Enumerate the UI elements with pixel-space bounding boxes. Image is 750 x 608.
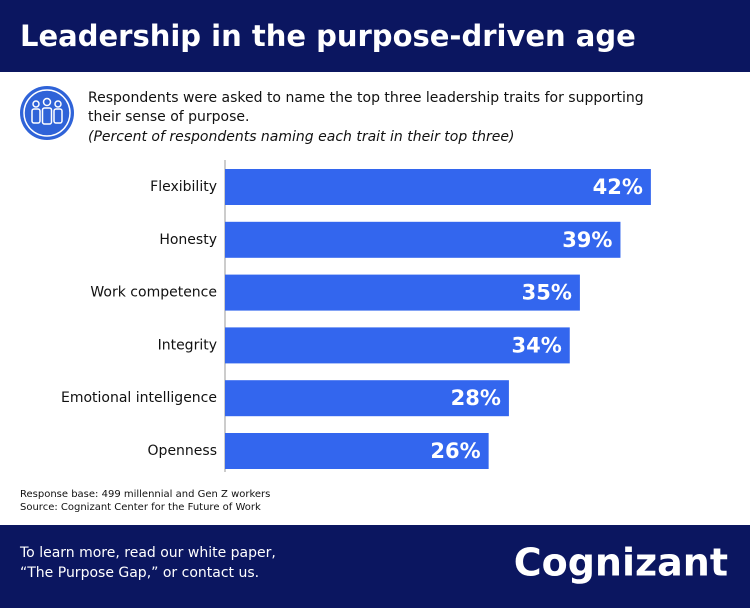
subtitle-line: Respondents were asked to name the top t… — [88, 90, 644, 106]
header-band — [0, 0, 750, 72]
note: Response base: 499 millennial and Gen Z … — [20, 489, 270, 500]
value-label: 26% — [430, 439, 480, 463]
bar — [225, 274, 580, 311]
bar — [225, 433, 489, 469]
category-label: Integrity — [158, 337, 217, 353]
chart-title: Leadership in the purpose-driven age — [20, 19, 636, 53]
bar — [225, 169, 651, 205]
value-label: 28% — [451, 386, 501, 410]
footer-text: “The Purpose Gap,” or contact us. — [20, 565, 259, 581]
footer-text: To learn more, read our white paper, — [19, 545, 276, 561]
category-label: Work competence — [90, 285, 217, 301]
category-label: Flexibility — [150, 179, 217, 195]
note: Source: Cognizant Center for the Future … — [20, 502, 261, 513]
brand-logo: Cognizant — [514, 541, 728, 585]
bar — [225, 380, 509, 417]
value-label: 34% — [511, 333, 561, 357]
people-icon — [20, 86, 74, 140]
footer-band — [0, 525, 750, 608]
category-label: Openness — [148, 443, 217, 459]
subtitle-line: their sense of purpose. — [88, 109, 249, 125]
category-label: Honesty — [159, 232, 217, 248]
value-label: 35% — [522, 281, 572, 305]
value-label: 42% — [593, 175, 643, 199]
bar — [225, 327, 570, 364]
unit-note: (Percent of respondents naming each trai… — [88, 129, 514, 145]
bar — [225, 221, 621, 258]
value-label: 39% — [562, 228, 612, 252]
category-label: Emotional intelligence — [61, 390, 217, 406]
